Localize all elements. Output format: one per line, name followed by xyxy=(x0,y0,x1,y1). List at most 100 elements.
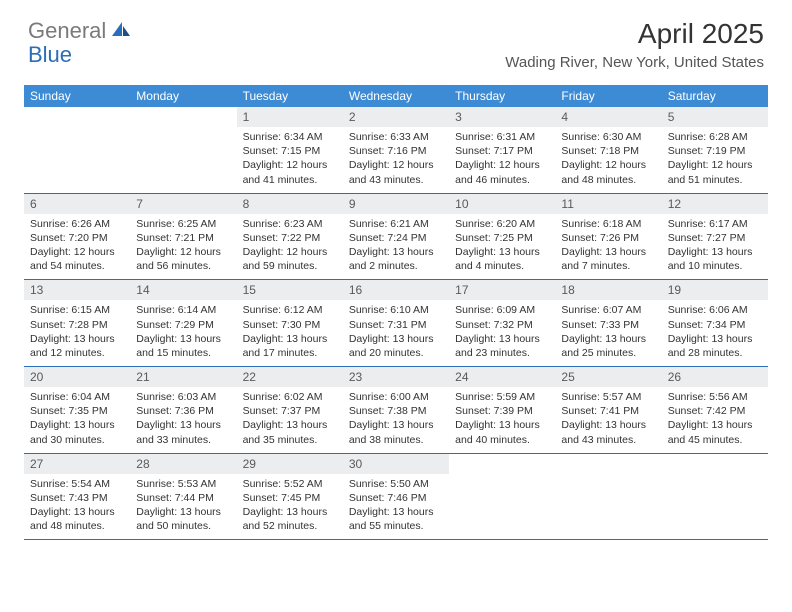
day-cell: 25Sunrise: 5:57 AMSunset: 7:41 PMDayligh… xyxy=(555,367,661,453)
day-cell xyxy=(662,454,768,540)
week-row: 27Sunrise: 5:54 AMSunset: 7:43 PMDayligh… xyxy=(24,454,768,541)
day-body: Sunrise: 6:23 AMSunset: 7:22 PMDaylight:… xyxy=(237,214,343,280)
day-body: Sunrise: 6:03 AMSunset: 7:36 PMDaylight:… xyxy=(130,387,236,453)
day-number: 18 xyxy=(555,280,661,300)
week-row: 6Sunrise: 6:26 AMSunset: 7:20 PMDaylight… xyxy=(24,194,768,281)
day-cell: 26Sunrise: 5:56 AMSunset: 7:42 PMDayligh… xyxy=(662,367,768,453)
day-cell: 10Sunrise: 6:20 AMSunset: 7:25 PMDayligh… xyxy=(449,194,555,280)
day-number: 4 xyxy=(555,107,661,127)
day-number-empty xyxy=(24,107,130,127)
day-cell: 12Sunrise: 6:17 AMSunset: 7:27 PMDayligh… xyxy=(662,194,768,280)
day-number: 20 xyxy=(24,367,130,387)
day-body: Sunrise: 6:00 AMSunset: 7:38 PMDaylight:… xyxy=(343,387,449,453)
title-block: April 2025 Wading River, New York, Unite… xyxy=(505,18,764,71)
day-body: Sunrise: 6:33 AMSunset: 7:16 PMDaylight:… xyxy=(343,127,449,193)
day-number-empty xyxy=(130,107,236,127)
day-cell xyxy=(24,107,130,193)
day-number: 7 xyxy=(130,194,236,214)
day-number: 29 xyxy=(237,454,343,474)
day-body: Sunrise: 6:04 AMSunset: 7:35 PMDaylight:… xyxy=(24,387,130,453)
day-number: 9 xyxy=(343,194,449,214)
day-cell: 30Sunrise: 5:50 AMSunset: 7:46 PMDayligh… xyxy=(343,454,449,540)
day-header: Wednesday xyxy=(343,85,449,107)
day-body: Sunrise: 6:09 AMSunset: 7:32 PMDaylight:… xyxy=(449,300,555,366)
day-header: Thursday xyxy=(449,85,555,107)
day-body: Sunrise: 5:57 AMSunset: 7:41 PMDaylight:… xyxy=(555,387,661,453)
day-body: Sunrise: 6:21 AMSunset: 7:24 PMDaylight:… xyxy=(343,214,449,280)
day-number: 16 xyxy=(343,280,449,300)
day-header: Monday xyxy=(130,85,236,107)
day-header: Friday xyxy=(555,85,661,107)
day-header: Sunday xyxy=(24,85,130,107)
day-body: Sunrise: 6:20 AMSunset: 7:25 PMDaylight:… xyxy=(449,214,555,280)
day-cell: 22Sunrise: 6:02 AMSunset: 7:37 PMDayligh… xyxy=(237,367,343,453)
weeks-container: 1Sunrise: 6:34 AMSunset: 7:15 PMDaylight… xyxy=(24,107,768,540)
day-number: 10 xyxy=(449,194,555,214)
day-body: Sunrise: 6:06 AMSunset: 7:34 PMDaylight:… xyxy=(662,300,768,366)
day-cell: 24Sunrise: 5:59 AMSunset: 7:39 PMDayligh… xyxy=(449,367,555,453)
logo-sail-icon xyxy=(110,20,132,43)
day-body: Sunrise: 6:07 AMSunset: 7:33 PMDaylight:… xyxy=(555,300,661,366)
day-number: 26 xyxy=(662,367,768,387)
day-cell: 18Sunrise: 6:07 AMSunset: 7:33 PMDayligh… xyxy=(555,280,661,366)
day-number: 2 xyxy=(343,107,449,127)
day-body: Sunrise: 6:15 AMSunset: 7:28 PMDaylight:… xyxy=(24,300,130,366)
day-number: 17 xyxy=(449,280,555,300)
header: General April 2025 Wading River, New Yor… xyxy=(0,0,792,79)
location-text: Wading River, New York, United States xyxy=(505,54,764,71)
day-number: 11 xyxy=(555,194,661,214)
day-body: Sunrise: 6:34 AMSunset: 7:15 PMDaylight:… xyxy=(237,127,343,193)
day-number: 22 xyxy=(237,367,343,387)
day-number: 28 xyxy=(130,454,236,474)
day-cell: 27Sunrise: 5:54 AMSunset: 7:43 PMDayligh… xyxy=(24,454,130,540)
day-cell: 17Sunrise: 6:09 AMSunset: 7:32 PMDayligh… xyxy=(449,280,555,366)
day-body: Sunrise: 6:25 AMSunset: 7:21 PMDaylight:… xyxy=(130,214,236,280)
day-cell: 5Sunrise: 6:28 AMSunset: 7:19 PMDaylight… xyxy=(662,107,768,193)
day-cell: 21Sunrise: 6:03 AMSunset: 7:36 PMDayligh… xyxy=(130,367,236,453)
day-number: 5 xyxy=(662,107,768,127)
day-cell: 16Sunrise: 6:10 AMSunset: 7:31 PMDayligh… xyxy=(343,280,449,366)
day-headers-row: SundayMondayTuesdayWednesdayThursdayFrid… xyxy=(24,85,768,107)
day-number: 25 xyxy=(555,367,661,387)
calendar: SundayMondayTuesdayWednesdayThursdayFrid… xyxy=(24,85,768,540)
day-cell: 2Sunrise: 6:33 AMSunset: 7:16 PMDaylight… xyxy=(343,107,449,193)
month-title: April 2025 xyxy=(505,18,764,50)
day-cell: 4Sunrise: 6:30 AMSunset: 7:18 PMDaylight… xyxy=(555,107,661,193)
day-number: 3 xyxy=(449,107,555,127)
day-cell xyxy=(555,454,661,540)
day-cell: 19Sunrise: 6:06 AMSunset: 7:34 PMDayligh… xyxy=(662,280,768,366)
day-cell: 9Sunrise: 6:21 AMSunset: 7:24 PMDaylight… xyxy=(343,194,449,280)
day-number: 1 xyxy=(237,107,343,127)
day-cell: 7Sunrise: 6:25 AMSunset: 7:21 PMDaylight… xyxy=(130,194,236,280)
day-cell: 20Sunrise: 6:04 AMSunset: 7:35 PMDayligh… xyxy=(24,367,130,453)
day-number: 15 xyxy=(237,280,343,300)
day-number: 13 xyxy=(24,280,130,300)
day-body: Sunrise: 6:10 AMSunset: 7:31 PMDaylight:… xyxy=(343,300,449,366)
day-body: Sunrise: 5:54 AMSunset: 7:43 PMDaylight:… xyxy=(24,474,130,540)
day-cell: 11Sunrise: 6:18 AMSunset: 7:26 PMDayligh… xyxy=(555,194,661,280)
logo-text-blue: Blue xyxy=(28,42,72,67)
day-number-empty xyxy=(449,454,555,474)
day-number: 19 xyxy=(662,280,768,300)
day-body: Sunrise: 5:59 AMSunset: 7:39 PMDaylight:… xyxy=(449,387,555,453)
day-number-empty xyxy=(555,454,661,474)
day-number: 6 xyxy=(24,194,130,214)
day-cell: 28Sunrise: 5:53 AMSunset: 7:44 PMDayligh… xyxy=(130,454,236,540)
week-row: 13Sunrise: 6:15 AMSunset: 7:28 PMDayligh… xyxy=(24,280,768,367)
day-number: 27 xyxy=(24,454,130,474)
day-cell xyxy=(130,107,236,193)
day-body: Sunrise: 5:53 AMSunset: 7:44 PMDaylight:… xyxy=(130,474,236,540)
day-cell: 3Sunrise: 6:31 AMSunset: 7:17 PMDaylight… xyxy=(449,107,555,193)
day-cell: 6Sunrise: 6:26 AMSunset: 7:20 PMDaylight… xyxy=(24,194,130,280)
day-cell: 15Sunrise: 6:12 AMSunset: 7:30 PMDayligh… xyxy=(237,280,343,366)
day-number: 21 xyxy=(130,367,236,387)
day-cell: 1Sunrise: 6:34 AMSunset: 7:15 PMDaylight… xyxy=(237,107,343,193)
day-cell: 14Sunrise: 6:14 AMSunset: 7:29 PMDayligh… xyxy=(130,280,236,366)
day-body: Sunrise: 6:28 AMSunset: 7:19 PMDaylight:… xyxy=(662,127,768,193)
day-body: Sunrise: 6:30 AMSunset: 7:18 PMDaylight:… xyxy=(555,127,661,193)
day-body: Sunrise: 5:50 AMSunset: 7:46 PMDaylight:… xyxy=(343,474,449,540)
day-cell: 23Sunrise: 6:00 AMSunset: 7:38 PMDayligh… xyxy=(343,367,449,453)
day-body: Sunrise: 6:17 AMSunset: 7:27 PMDaylight:… xyxy=(662,214,768,280)
day-body: Sunrise: 6:12 AMSunset: 7:30 PMDaylight:… xyxy=(237,300,343,366)
week-row: 20Sunrise: 6:04 AMSunset: 7:35 PMDayligh… xyxy=(24,367,768,454)
